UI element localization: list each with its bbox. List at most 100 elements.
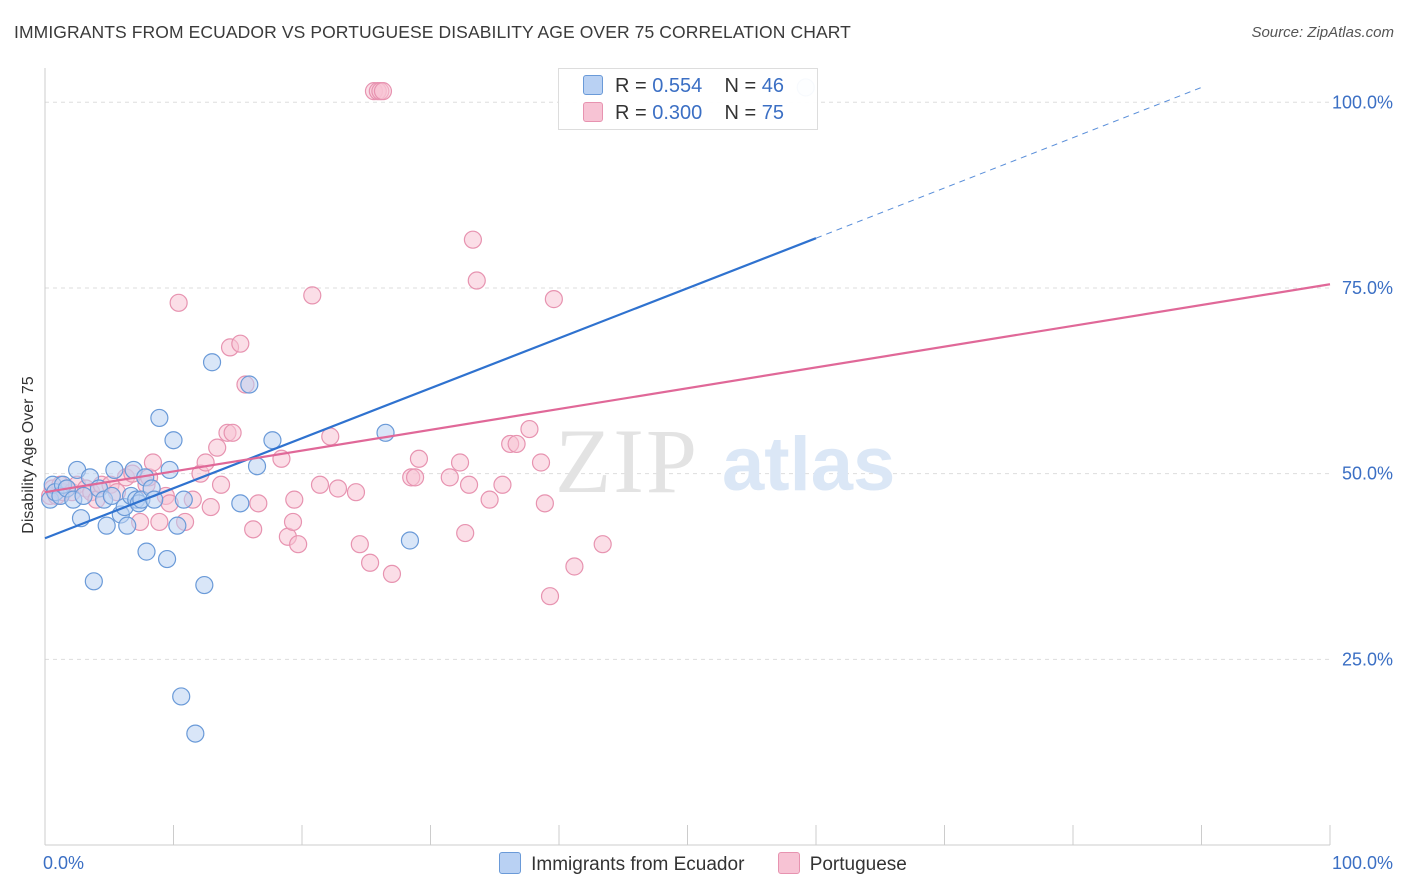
data-point: [201, 497, 220, 517]
data-point: [463, 230, 483, 249]
legend-r-value-ecuador: 0.554: [652, 75, 703, 97]
data-point: [74, 486, 93, 506]
data-point: [531, 453, 551, 472]
axes: [44, 68, 1331, 846]
data-point: [143, 453, 163, 472]
data-point: [450, 453, 470, 472]
data-point: [208, 438, 227, 457]
data-point: [544, 290, 563, 309]
data-point: [231, 334, 250, 353]
legend-label-portuguese: Portuguese: [809, 854, 907, 875]
legend-n-value-ecuador: 46: [761, 75, 785, 97]
data-point: [105, 460, 124, 480]
legend-item-ecuador: Immigrants from Ecuador: [499, 852, 744, 876]
data-point: [400, 531, 420, 550]
y-axis-label: Disability Age Over 75: [20, 376, 37, 534]
data-point: [195, 575, 214, 595]
data-point: [493, 475, 512, 494]
data-point: [535, 494, 554, 513]
data-point: [150, 408, 169, 428]
data-point: [289, 535, 308, 554]
x-tick-label: 100.0%: [1332, 853, 1393, 873]
data-point: [169, 293, 188, 312]
data-point: [409, 449, 429, 468]
data-point: [310, 475, 330, 494]
stats-legend: R = 0.554 N = 46 R = 0.300 N = 75: [558, 68, 818, 130]
trend-lines: [44, 86, 1331, 540]
legend-item-portuguese: Portuguese: [777, 852, 907, 876]
portuguese-legend-swatch: [777, 852, 800, 874]
legend-n-label: N =: [724, 75, 757, 97]
y-tick-label: 50.0%: [1342, 464, 1393, 484]
data-point: [118, 516, 137, 535]
data-point: [186, 724, 205, 743]
data-point: [160, 460, 179, 480]
watermark: ZIP atlas: [555, 410, 895, 512]
data-point: [440, 468, 459, 487]
legend-r-value-portuguese: 0.300: [652, 102, 703, 124]
legend-label-ecuador: Immigrants from Ecuador: [531, 854, 745, 875]
data-point: [459, 475, 479, 494]
data-point: [240, 375, 259, 394]
data-point: [172, 687, 191, 706]
data-point: [157, 549, 177, 569]
data-point: [467, 271, 486, 290]
data-point: [283, 512, 303, 532]
series-legend: Immigrants from Ecuador Portuguese: [0, 852, 1406, 876]
legend-row-portuguese: R = 0.300 N = 75: [583, 102, 784, 126]
data-point: [456, 523, 475, 543]
data-point: [168, 516, 187, 535]
data-point: [174, 490, 193, 509]
ecuador-points: [41, 78, 815, 743]
data-point: [350, 535, 369, 554]
ecuador-legend-swatch: [499, 852, 522, 874]
portuguese-swatch: [583, 102, 603, 122]
ecuador-trend-line: [44, 237, 817, 540]
data-point: [405, 468, 425, 487]
ecuador-swatch: [583, 75, 603, 95]
legend-r-label: R =: [615, 75, 647, 97]
watermark-atlas: atlas: [722, 422, 895, 507]
data-point: [231, 494, 250, 513]
data-point: [150, 512, 169, 532]
data-point: [202, 353, 222, 372]
data-point: [565, 557, 584, 576]
data-point: [507, 434, 526, 454]
tick-labels: 25.0% 50.0% 75.0% 100.0% 0.0% 100.0%: [43, 92, 1393, 873]
data-point: [84, 572, 103, 591]
y-tick-label: 75.0%: [1342, 278, 1393, 298]
chart-title: IMMIGRANTS FROM ECUADOR VS PORTUGUESE DI…: [14, 22, 851, 42]
data-point: [244, 520, 263, 539]
data-point: [164, 431, 183, 450]
source-credit: Source: ZipAtlas.com: [1251, 24, 1394, 41]
data-point: [97, 516, 116, 535]
data-point: [540, 587, 560, 606]
data-point: [480, 490, 499, 509]
x-tick-label: 0.0%: [43, 853, 84, 873]
data-point: [346, 483, 366, 502]
watermark-zip: ZIP: [555, 410, 699, 512]
data-point: [303, 286, 322, 305]
data-point: [593, 535, 612, 554]
data-point: [223, 423, 242, 442]
data-point: [382, 564, 402, 584]
data-point: [249, 494, 268, 513]
data-point: [137, 542, 156, 561]
data-point: [196, 453, 215, 472]
data-point: [247, 457, 267, 476]
data-point: [361, 553, 380, 572]
data-point: [263, 431, 282, 450]
legend-n-value-portuguese: 75: [761, 102, 785, 124]
data-point: [373, 82, 393, 101]
y-tick-label: 25.0%: [1342, 649, 1393, 669]
y-tick-label: 100.0%: [1332, 92, 1393, 112]
legend-r-label: R =: [615, 102, 647, 124]
data-point: [285, 490, 304, 509]
data-point: [520, 419, 539, 439]
data-point: [102, 486, 121, 506]
ecuador-trend-extension: [815, 86, 1202, 239]
legend-row-ecuador: R = 0.554 N = 46: [583, 75, 784, 99]
legend-n-label: N =: [724, 102, 757, 124]
data-point: [211, 475, 231, 494]
